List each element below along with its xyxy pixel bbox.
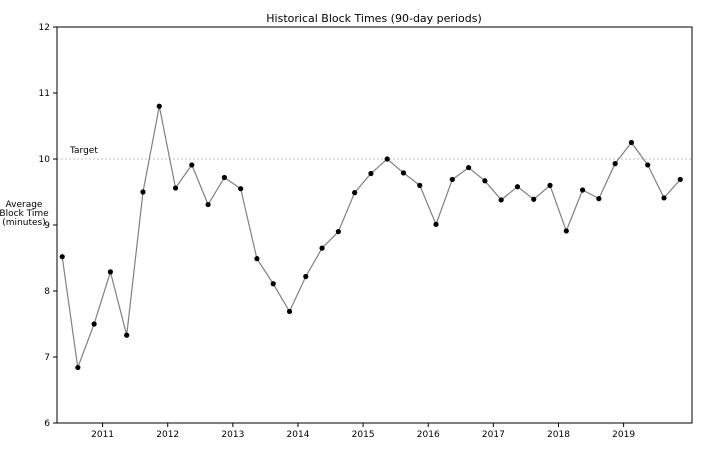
y-axis-label-line-1: Average: [6, 200, 43, 210]
data-point: [335, 229, 341, 235]
data-point: [205, 201, 211, 208]
target-label: Target: [69, 146, 98, 156]
data-point: [466, 164, 472, 171]
data-point: [661, 195, 667, 201]
data-point: [514, 184, 521, 190]
data-point: [677, 176, 683, 183]
x-tick-label: 2013: [221, 430, 244, 440]
y-axis: 6 7 8 9 10 11 12: [39, 23, 57, 429]
y-tick-label: 7: [44, 353, 50, 363]
data-point: [140, 189, 146, 195]
block-time-series: [59, 103, 683, 371]
data-point: [352, 190, 358, 196]
data-point: [547, 182, 553, 188]
chart-title: Historical Block Times (90-day periods): [266, 12, 481, 25]
data-point: [124, 332, 130, 338]
data-point: [579, 187, 586, 193]
y-tick-label: 6: [44, 419, 50, 429]
y-tick-label: 11: [39, 89, 50, 99]
data-point: [75, 364, 81, 371]
data-point: [172, 185, 179, 191]
data-point: [628, 139, 635, 146]
data-point: [156, 103, 162, 109]
data-point: [400, 170, 407, 176]
x-tick-label: 2018: [547, 430, 570, 440]
y-axis-label-line-2: Block Time: [0, 209, 49, 219]
data-point: [270, 281, 276, 287]
data-point: [449, 176, 455, 183]
target-reference: Target: [57, 146, 692, 160]
x-tick-label: 2014: [287, 430, 310, 440]
x-tick-label: 2011: [91, 430, 114, 440]
y-tick-label: 10: [39, 155, 51, 165]
data-point: [221, 174, 227, 181]
y-tick-label: 12: [39, 23, 50, 33]
data-point: [107, 269, 114, 275]
data-point: [531, 196, 537, 202]
x-tick-label: 2015: [352, 430, 375, 440]
data-point: [286, 308, 293, 315]
data-point: [612, 161, 618, 167]
data-point: [59, 254, 65, 260]
data-point: [91, 321, 97, 327]
y-tick-label: 8: [44, 287, 50, 297]
data-point: [189, 162, 195, 168]
data-point: [303, 273, 309, 280]
x-axis: 2011 2012 2013 2014 2015 2016 2017 2018 2019: [91, 423, 635, 440]
data-point: [596, 196, 602, 202]
data-point: [433, 221, 439, 227]
x-tick-label: 2016: [417, 430, 440, 440]
data-point: [254, 256, 260, 262]
y-axis-label: Average Block Time (minutes): [0, 200, 49, 228]
y-tick-label: 9: [44, 221, 50, 231]
plot-frame: [56, 26, 693, 424]
x-tick-label: 2012: [156, 430, 179, 440]
data-point: [319, 245, 325, 251]
data-point: [238, 186, 244, 192]
data-point: [368, 170, 374, 177]
data-point: [645, 162, 651, 168]
data-point: [417, 182, 423, 188]
data-point: [498, 197, 504, 203]
data-point: [482, 178, 488, 184]
x-tick-label: 2019: [612, 430, 635, 440]
data-point: [563, 228, 569, 234]
y-axis-label-line-3: (minutes): [2, 218, 45, 228]
x-tick-label: 2017: [482, 430, 505, 440]
data-point: [384, 156, 390, 162]
